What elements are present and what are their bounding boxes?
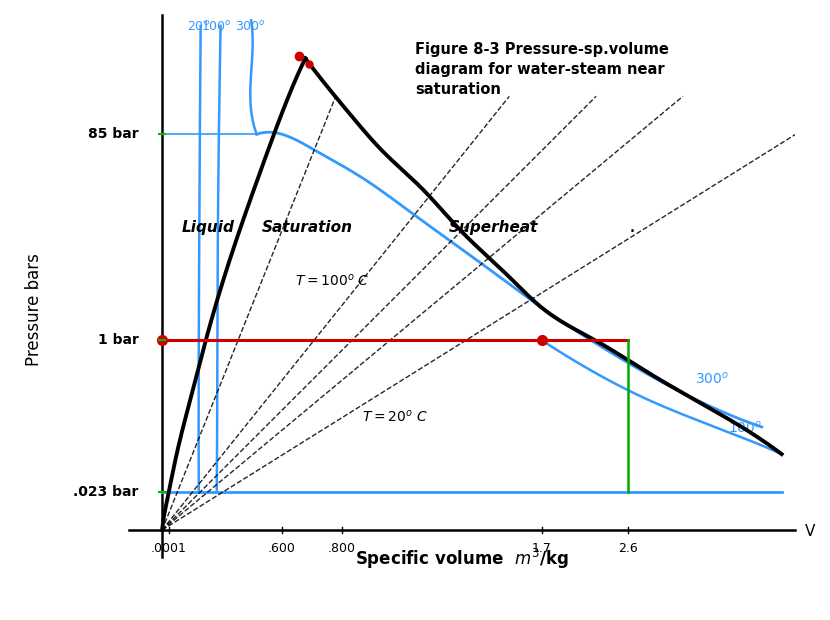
- Text: $300^o$: $300^o$: [235, 20, 266, 34]
- Text: Superheat: Superheat: [448, 220, 538, 235]
- Text: 85 bar: 85 bar: [88, 127, 139, 141]
- Text: .800: .800: [328, 542, 356, 556]
- Text: Figure 8-3 Pressure-sp.volume
diagram for water-steam near
saturation: Figure 8-3 Pressure-sp.volume diagram fo…: [415, 42, 669, 97]
- Text: V: V: [805, 523, 815, 539]
- Text: .023 bar: .023 bar: [73, 485, 139, 499]
- Text: 1 bar: 1 bar: [98, 334, 139, 347]
- X-axis label: Specific volume  $m^3$/kg: Specific volume $m^3$/kg: [355, 547, 569, 571]
- Text: $100^o$: $100^o$: [729, 419, 763, 435]
- Text: .600: .600: [268, 542, 296, 556]
- Text: $20^o$: $20^o$: [187, 20, 210, 34]
- Text: .: .: [628, 216, 636, 236]
- Text: $100^o$: $100^o$: [202, 20, 232, 34]
- Text: $300^o$: $300^o$: [695, 371, 730, 387]
- Text: $T = 20^o$ C: $T = 20^o$ C: [362, 409, 427, 425]
- Text: 1.7: 1.7: [532, 542, 552, 556]
- Text: .0001: .0001: [151, 542, 187, 556]
- Text: Saturation: Saturation: [262, 220, 353, 235]
- Text: Pressure bars: Pressure bars: [25, 254, 43, 366]
- Text: $T = 100^o$ C: $T = 100^o$ C: [295, 273, 370, 289]
- Text: Liquid: Liquid: [182, 220, 235, 235]
- Text: 2.6: 2.6: [618, 542, 638, 556]
